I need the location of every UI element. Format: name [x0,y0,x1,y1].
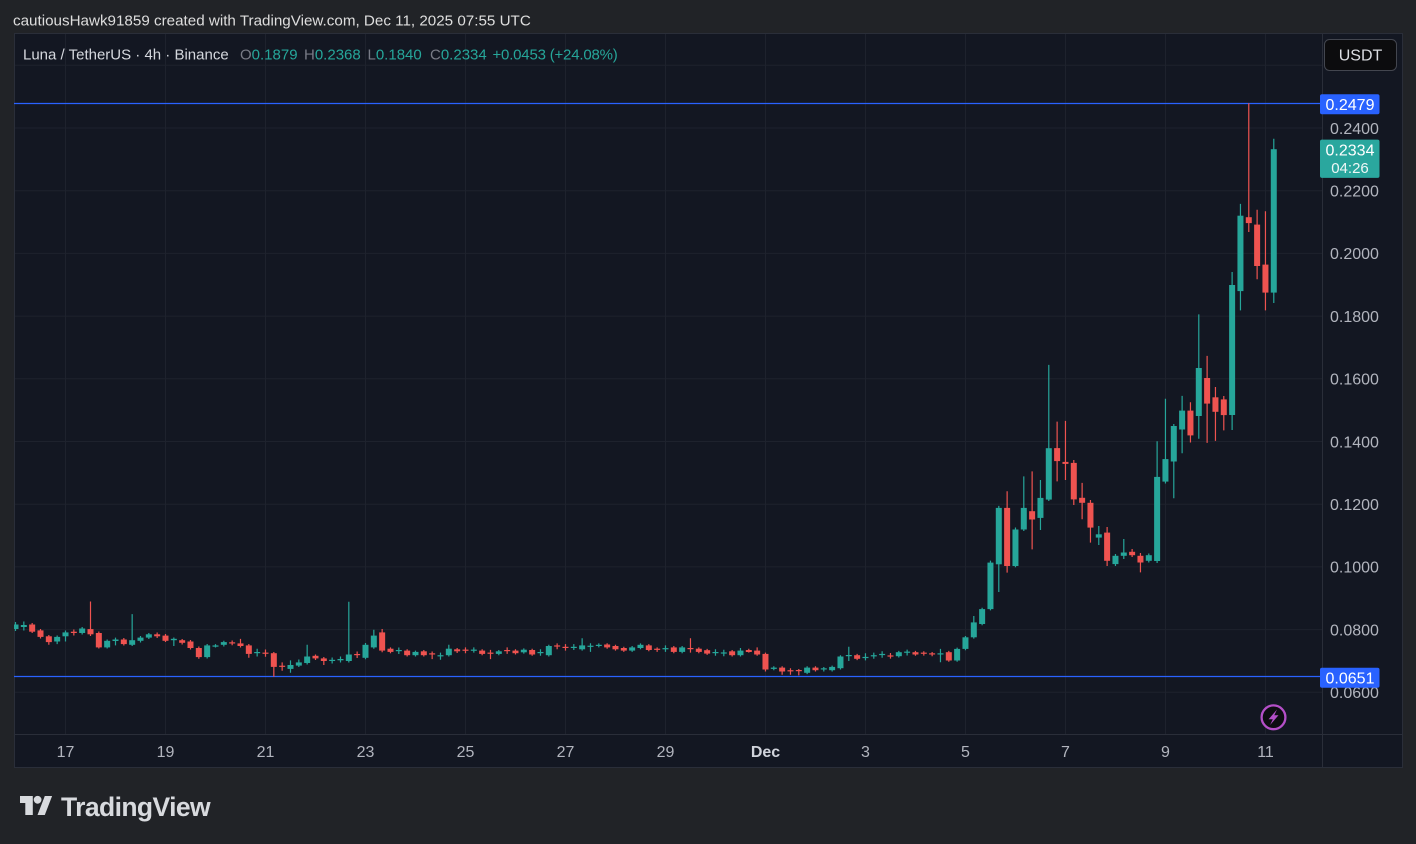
svg-text:9: 9 [1161,744,1170,761]
svg-text:0.2334: 0.2334 [1326,142,1375,159]
svg-text:0.2200: 0.2200 [1330,184,1379,201]
svg-text:25: 25 [457,744,475,761]
svg-text:Dec: Dec [751,744,780,761]
svg-text:27: 27 [557,744,575,761]
svg-text:0.1800: 0.1800 [1330,309,1379,326]
svg-text:0.0600: 0.0600 [1330,685,1379,702]
svg-text:0.1000: 0.1000 [1330,560,1379,577]
svg-text:C0.2334: C0.2334 [430,47,487,64]
svg-text:O0.1879: O0.1879 [240,47,298,64]
svg-text:19: 19 [157,744,175,761]
svg-text:7: 7 [1061,744,1070,761]
svg-text:TradingView: TradingView [61,792,211,822]
svg-text:0.1200: 0.1200 [1330,497,1379,514]
svg-text:0.1600: 0.1600 [1330,372,1379,389]
svg-text:17: 17 [57,744,75,761]
svg-text:cautiousHawk91859 created with: cautiousHawk91859 created with TradingVi… [13,13,531,30]
svg-text:+0.0453 (+24.08%): +0.0453 (+24.08%) [493,47,618,64]
svg-text:H0.2368: H0.2368 [304,47,361,64]
svg-text:0.2479: 0.2479 [1326,97,1375,114]
svg-text:0.0651: 0.0651 [1326,670,1375,687]
svg-text:0.2400: 0.2400 [1330,121,1379,138]
svg-text:Luna / TetherUS · 4h · Binance: Luna / TetherUS · 4h · Binance [23,47,229,64]
svg-text:0.0800: 0.0800 [1330,622,1379,639]
svg-text:USDT: USDT [1339,48,1383,65]
svg-text:3: 3 [861,744,870,761]
svg-text:0.2000: 0.2000 [1330,246,1379,263]
svg-text:04:26: 04:26 [1331,160,1369,177]
svg-text:L0.1840: L0.1840 [368,47,422,64]
svg-text:29: 29 [657,744,675,761]
svg-text:21: 21 [257,744,275,761]
svg-text:5: 5 [961,744,970,761]
svg-text:23: 23 [357,744,375,761]
svg-text:11: 11 [1257,744,1274,761]
svg-text:0.1400: 0.1400 [1330,434,1379,451]
